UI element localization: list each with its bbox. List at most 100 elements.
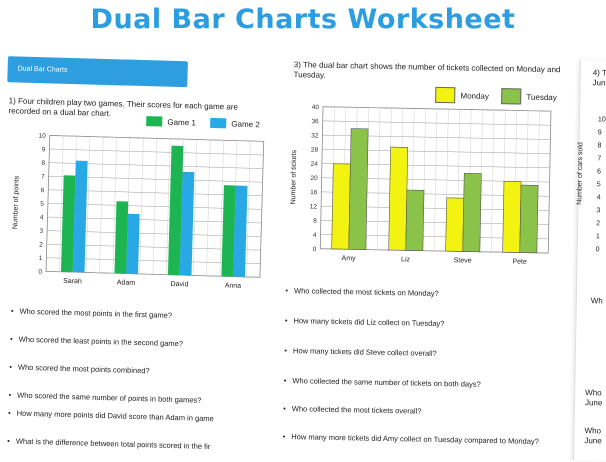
worksheet-page-left: Dual Bar Charts 1) Four children play tw… xyxy=(0,56,280,462)
y-tick-label: 8 xyxy=(41,160,45,167)
y-tick-label: 0 xyxy=(38,269,42,276)
right-fragment-june-2: June xyxy=(584,436,602,446)
chart1-svg: 0 1 2 3 4 5 6 7 8 9 10 Sarah Adam David Anna Number of … xyxy=(12,133,265,290)
worksheet-title: Dual Bar Charts Worksheet xyxy=(90,4,516,35)
gridline-vertical xyxy=(219,140,224,277)
bar-monday-liz xyxy=(388,146,409,251)
worksheet-page-right: 4) T June Number of cars sold Wh Who Jun… xyxy=(573,60,606,461)
chart1-legend: Game 1 Game 2 xyxy=(146,116,260,129)
list-item: Who collected the most tickets on Monday… xyxy=(285,286,439,298)
bar-game-1-sarah xyxy=(60,175,76,273)
right-y-tick-label: 8 xyxy=(597,142,602,150)
y-tick-label: 24 xyxy=(311,161,319,168)
gridline-vertical xyxy=(434,108,438,251)
y-tick-label: 8 xyxy=(313,218,317,225)
right-axis-label: Number of cars sold xyxy=(576,142,585,205)
right-fragment-q4: 4) T xyxy=(592,68,606,78)
x-tick-label: Pete xyxy=(512,258,527,265)
gridline-vertical xyxy=(206,139,211,276)
bar-tuesday-steve xyxy=(462,173,482,253)
bar-game-1-anna xyxy=(221,185,236,277)
y-tick-label: 1 xyxy=(39,255,43,262)
chart2-svg: 0 4 8 12 16 20 24 28 32 36 40 Amy Liz Steve Pete Number… xyxy=(290,104,552,266)
list-item: Who scored the most points in the first … xyxy=(11,306,172,320)
y-axis-label: Number of tickets xyxy=(290,149,298,204)
y-tick-label: 6 xyxy=(41,187,45,194)
gridline-vertical xyxy=(246,141,251,277)
bar-game-1-david xyxy=(167,145,184,276)
gridline-vertical xyxy=(192,139,198,276)
worksheet-page-middle: 3) The dual bar chart shows the number o… xyxy=(278,54,586,460)
x-tick-label: Sarah xyxy=(63,278,82,286)
gridline-vertical xyxy=(59,135,64,272)
list-item: Who scored the most points combined? xyxy=(9,362,150,376)
right-fragment-wh: Wh xyxy=(590,296,603,306)
right-y-tick-label: 6 xyxy=(596,168,602,176)
x-tick-label: Adam xyxy=(117,279,136,287)
y-tick-label: 4 xyxy=(40,214,44,221)
right-y-tick-label: 0 xyxy=(595,246,600,254)
right-fragment-who-2: Who xyxy=(584,426,602,436)
list-item: How many tickets did Liz collect on Tues… xyxy=(285,316,444,328)
x-tick-label: Liz xyxy=(401,256,411,263)
y-tick-label: 20 xyxy=(310,175,318,182)
right-y-tick-label: 9 xyxy=(597,129,602,137)
y-tick-label: 2 xyxy=(39,241,43,248)
x-tick-label: David xyxy=(170,281,188,288)
bar-game-2-sarah xyxy=(72,160,88,273)
x-tick-label: Steve xyxy=(454,257,472,264)
right-y-tick-label: 7 xyxy=(597,155,602,163)
y-tick-label: 4 xyxy=(313,232,317,239)
right-y-tick-label: 4 xyxy=(596,194,601,202)
legend-label-tuesday: Tuesday xyxy=(526,92,557,102)
list-item: How many more tickets did Amy collect on… xyxy=(283,432,543,446)
y-tick-label: 32 xyxy=(311,132,319,139)
question-3-text: 3) The dual bar chart shows the number o… xyxy=(293,60,561,80)
y-tick-label: 40 xyxy=(312,104,320,111)
y-tick-label: 9 xyxy=(42,146,46,153)
legend-label-game1: Game 1 xyxy=(167,117,197,127)
y-tick-label: 16 xyxy=(310,189,318,196)
gridline-vertical xyxy=(112,137,117,274)
y-tick-label: 3 xyxy=(39,228,43,235)
bar-game-2-adam xyxy=(126,213,140,274)
gridline-vertical xyxy=(139,138,144,274)
list-item: What is the difference between total poi… xyxy=(7,436,211,451)
legend-label-game2: Game 2 xyxy=(231,118,260,129)
y-tick-label: 0 xyxy=(313,246,317,253)
bar-game-2-david xyxy=(179,171,195,276)
y-tick-label: 36 xyxy=(311,118,319,125)
right-fragment-june-1: June xyxy=(584,398,603,408)
list-item: Who scored the least points in the secon… xyxy=(10,334,183,349)
list-item: How many tickets did Steve collect overa… xyxy=(284,346,437,358)
y-tick-label: 7 xyxy=(41,173,45,180)
list-item: How many more points did David score tha… xyxy=(8,408,214,424)
y-tick-label: 12 xyxy=(310,203,318,210)
list-item: Who collected the same number of tickets… xyxy=(284,376,481,389)
gridline-vertical xyxy=(491,109,495,252)
right-y-tick-label: 3 xyxy=(596,207,601,215)
y-tick-label: 28 xyxy=(311,147,319,154)
gridline-vertical xyxy=(377,107,381,250)
bar-tuesday-liz xyxy=(405,189,425,251)
legend-swatch-game1 xyxy=(146,116,163,127)
list-item: Who collected the most tickets overall? xyxy=(283,404,422,415)
gridline-vertical xyxy=(99,136,104,273)
bar-game-1-adam xyxy=(114,201,129,274)
legend-label-monday: Monday xyxy=(460,90,490,101)
gridline-vertical xyxy=(152,138,157,275)
right-axis-ticks: 10 9 8 7 6 5 4 3 2 1 0 xyxy=(581,60,606,253)
bar-tuesday-amy xyxy=(348,128,369,250)
right-y-tick-label: 10 xyxy=(597,116,606,124)
y-axis-label: Number of points xyxy=(12,175,20,229)
right-fragment-who-1: Who xyxy=(585,388,602,398)
bar-monday-amy xyxy=(331,163,351,250)
right-y-tick-label: 5 xyxy=(596,181,601,189)
right-y-tick-label: 1 xyxy=(595,233,600,241)
bar-monday-pete xyxy=(502,180,522,253)
right-y-tick-label: 2 xyxy=(596,220,601,228)
legend-swatch-game2 xyxy=(210,117,227,129)
list-item: Who scored the same number of points in … xyxy=(8,390,201,405)
right-fragment-june: June xyxy=(592,78,606,88)
section-banner: Dual Bar Charts xyxy=(7,56,188,88)
